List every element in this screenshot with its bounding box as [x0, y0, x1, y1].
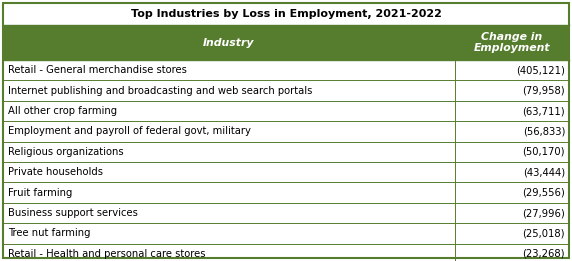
Bar [3, 80, 569, 101]
Text: Religious organizations: Religious organizations [8, 147, 124, 157]
Text: (50,170): (50,170) [522, 147, 565, 157]
Text: (25,018): (25,018) [522, 228, 565, 238]
Text: Change in
Employment: Change in Employment [474, 32, 550, 53]
Text: (29,556): (29,556) [522, 188, 565, 198]
Bar [3, 25, 569, 60]
Bar [3, 203, 569, 223]
Text: Business support services: Business support services [8, 208, 138, 218]
Text: Retail - Health and personal care stores: Retail - Health and personal care stores [8, 249, 205, 259]
Bar [3, 3, 569, 25]
Bar [3, 101, 569, 121]
Text: All other crop farming: All other crop farming [8, 106, 117, 116]
Text: (405,121): (405,121) [516, 65, 565, 75]
Bar [3, 182, 569, 203]
Text: Top Industries by Loss in Employment, 2021-2022: Top Industries by Loss in Employment, 20… [130, 9, 442, 19]
Text: (43,444): (43,444) [523, 167, 565, 177]
Text: (79,958): (79,958) [522, 86, 565, 96]
Text: Private households: Private households [8, 167, 103, 177]
Bar [3, 223, 569, 244]
Text: Retail - General merchandise stores: Retail - General merchandise stores [8, 65, 187, 75]
Bar [3, 60, 569, 80]
Bar [3, 121, 569, 142]
Text: Fruit farming: Fruit farming [8, 188, 73, 198]
Text: Tree nut farming: Tree nut farming [8, 228, 90, 238]
Text: (63,711): (63,711) [522, 106, 565, 116]
Text: (56,833): (56,833) [523, 126, 565, 137]
Text: Employment and payroll of federal govt, military: Employment and payroll of federal govt, … [8, 126, 251, 137]
Text: (23,268): (23,268) [522, 249, 565, 259]
Text: (27,996): (27,996) [522, 208, 565, 218]
Bar [3, 162, 569, 182]
Bar [3, 244, 569, 261]
Bar [3, 142, 569, 162]
Text: Internet publishing and broadcasting and web search portals: Internet publishing and broadcasting and… [8, 86, 312, 96]
Text: Industry: Industry [203, 38, 255, 48]
